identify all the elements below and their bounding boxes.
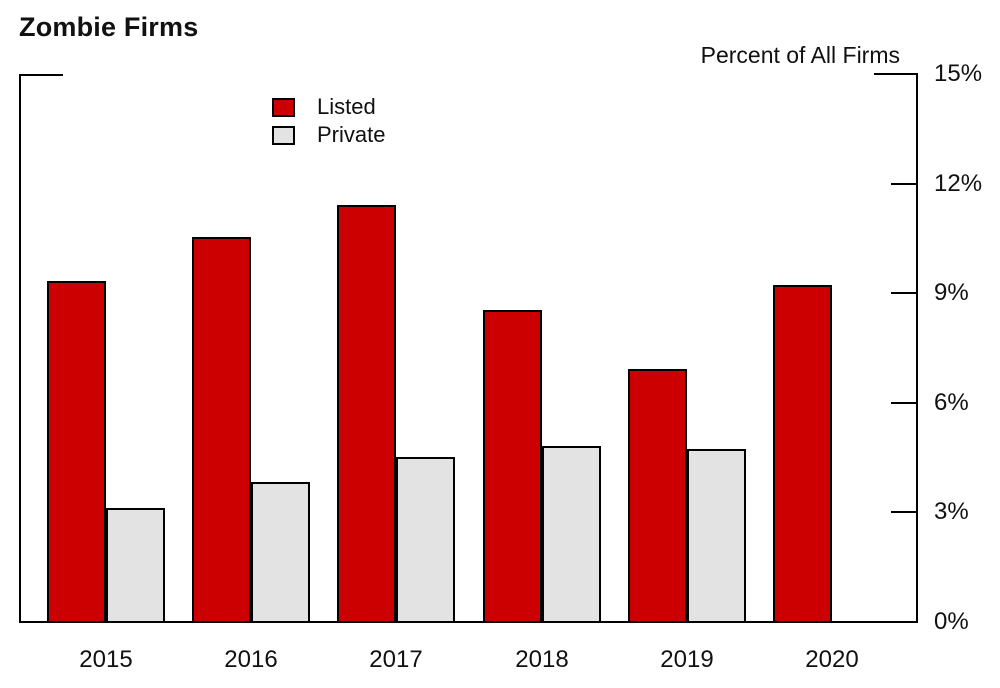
bar-listed-2020 [773,285,832,623]
y-tick-label: 15% [934,60,983,87]
y-tick-label: 3% [934,498,969,526]
legend-label-private: Private [317,122,386,147]
bar-private-2018 [542,446,601,623]
y-axis-line-left [19,74,21,623]
bar-listed-2019 [628,369,687,623]
legend-item-listed: Listed [272,93,385,121]
bar-private-2016 [251,482,310,623]
legend: Listed Private [272,93,385,149]
bar-private-2015 [106,508,165,623]
bar-listed-2016 [192,237,251,623]
chart-title: Zombie Firms [19,12,199,42]
top-right-corner-segment [874,73,918,75]
top-left-corner-segment [19,74,63,76]
x-tick-label: 2018 [515,646,569,673]
bar-listed-2015 [47,281,106,623]
x-tick-label: 2020 [805,646,859,673]
legend-label-listed: Listed [317,94,376,119]
legend-item-private: Private [272,121,385,149]
y-axis-title: Percent of All Firms [700,42,900,68]
legend-swatch-private-icon [272,125,295,145]
bar-private-2019 [687,449,746,623]
y-axis-tick [891,511,916,513]
y-axis-tick [891,402,916,404]
bar-listed-2017 [337,205,396,623]
y-axis-tick [891,292,916,294]
bar-listed-2018 [483,310,542,623]
bar-private-2017 [396,457,455,623]
legend-swatch-listed-icon [272,97,295,117]
x-tick-label: 2016 [224,646,278,673]
y-tick-label: 0% [934,608,969,635]
x-tick-label: 2015 [79,646,133,673]
x-axis-line [19,621,918,623]
x-tick-label: 2017 [369,646,423,673]
y-tick-label: 12% [934,169,983,197]
y-axis-tick [891,183,916,185]
y-tick-label: 6% [934,388,969,416]
y-tick-label: 9% [934,279,969,307]
y-axis-line-right [916,74,918,623]
x-tick-label: 2019 [660,646,714,673]
